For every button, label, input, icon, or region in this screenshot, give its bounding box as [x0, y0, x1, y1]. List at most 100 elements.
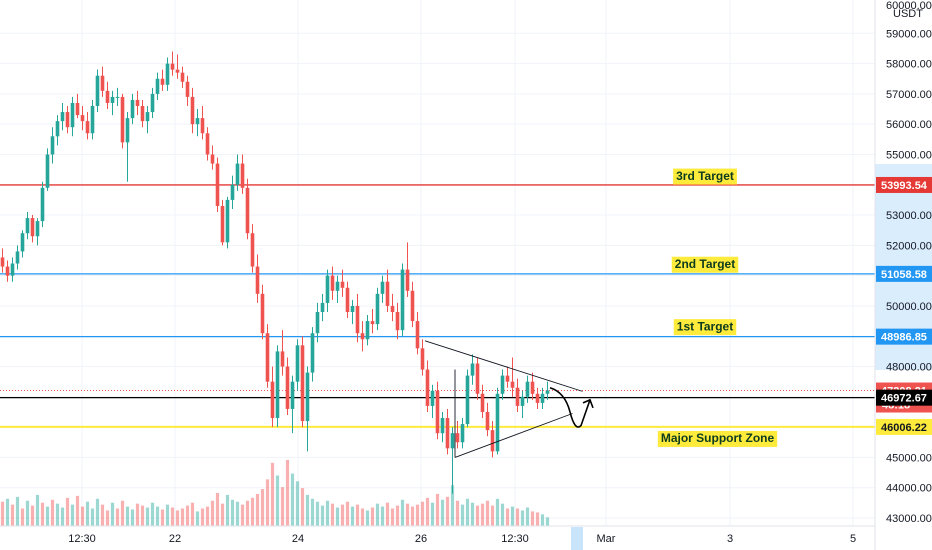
volume-bar	[545, 517, 550, 526]
candle-body	[360, 333, 365, 340]
volume-bar	[270, 462, 275, 526]
candle-body	[210, 154, 215, 164]
volume-bar	[455, 500, 460, 526]
volume-bar	[70, 504, 75, 526]
price-badge-3rd-target-text: 53993.54	[881, 180, 928, 192]
candle-body	[50, 136, 55, 155]
candle-body	[510, 381, 515, 388]
volume-bar	[325, 500, 330, 526]
candle-body	[470, 363, 475, 376]
candle-body	[345, 287, 350, 312]
volume-bar	[370, 507, 375, 526]
annotation-background	[673, 319, 737, 336]
volume-bar	[390, 508, 395, 526]
volume-bar	[145, 507, 150, 526]
volume-bar	[315, 501, 320, 526]
candle-body	[220, 205, 225, 243]
chart-background[interactable]	[0, 0, 875, 526]
volume-bar	[170, 507, 175, 526]
time-tick-label: 26	[415, 533, 427, 545]
price-badge-2nd-target-background	[876, 265, 932, 282]
candle-body	[75, 102, 80, 116]
price-axis[interactable]: 60000.00 USDT 59000.00 58000.00 57000.00 56…	[874, 0, 932, 550]
projection-path[interactable]	[549, 386, 591, 428]
volume-bar	[475, 505, 480, 526]
candle-body	[70, 102, 75, 128]
volume-bar	[95, 498, 100, 526]
time-tick-label: 12:30	[68, 533, 96, 545]
annotation-label[interactable]: Major Support Zone	[657, 430, 778, 447]
annotation-label[interactable]: 1st Target	[673, 319, 737, 336]
volume-bar	[415, 504, 420, 526]
price-tick-label: 52000.00	[886, 240, 932, 252]
candle-body	[25, 218, 30, 234]
volume-bars	[0, 459, 550, 526]
candle-body	[295, 345, 300, 382]
volume-bar	[480, 503, 485, 526]
candle-body	[335, 281, 340, 291]
candle-body	[445, 418, 450, 449]
volume-bar	[115, 508, 120, 526]
candle-body	[460, 424, 465, 443]
price-badge-2nd-target-text: 51058.58	[881, 269, 927, 281]
triangle-upper-trendline[interactable]	[424, 340, 583, 392]
candle-body	[290, 381, 295, 409]
annotation-label[interactable]: 2nd Target	[671, 256, 739, 273]
volume-bar	[35, 494, 40, 526]
volume-bar	[225, 494, 230, 526]
volume-bar	[65, 497, 70, 526]
volume-bar	[0, 501, 5, 526]
candle-body	[120, 96, 125, 143]
candle-body	[165, 63, 170, 85]
volume-bar	[230, 499, 235, 526]
candle-body	[305, 372, 310, 422]
candle-body	[540, 393, 545, 403]
candle-body	[380, 281, 385, 294]
volume-bar	[400, 499, 405, 526]
candle-body	[170, 63, 175, 70]
price-tick-label: 53000.00	[886, 210, 932, 222]
candle-body	[430, 390, 435, 406]
candle-body	[235, 163, 240, 185]
candle-body	[370, 321, 375, 325]
volume-bar	[125, 506, 130, 526]
price-tick-label: 57000.00	[886, 89, 932, 101]
time-axis[interactable]: 12:30 22 24 26 12:30 Mar 3 5	[0, 525, 875, 550]
candle-body	[485, 411, 490, 431]
price-tick-label: 59000.00	[886, 28, 932, 40]
volume-bar	[150, 502, 155, 526]
volume-bar	[105, 510, 110, 526]
candle-body	[535, 393, 540, 403]
volume-bar	[540, 514, 545, 526]
candle-body	[5, 266, 10, 276]
chart-pane[interactable]	[0, 0, 875, 526]
annotation-background	[673, 168, 737, 185]
annotation-label[interactable]: 3rd Target	[673, 168, 737, 185]
candle-body	[310, 333, 315, 373]
drawings[interactable]	[424, 340, 594, 458]
volume-bar	[25, 500, 30, 526]
candle-body	[320, 302, 325, 312]
candle-body	[435, 390, 440, 434]
candle-body	[185, 81, 190, 97]
triangle-lower-trendline[interactable]	[454, 413, 573, 458]
time-tick-label: 12:30	[501, 533, 529, 545]
volume-bar	[130, 509, 135, 526]
annotation-text: 1st Target	[677, 319, 733, 333]
currency-label[interactable]: USDT	[893, 8, 923, 20]
volume-bar	[140, 505, 145, 526]
annotation-text: 3rd Target	[676, 169, 734, 183]
volume-bar	[185, 505, 190, 526]
volume-bar	[305, 494, 310, 526]
candle-body	[330, 275, 335, 291]
volume-bar	[355, 504, 360, 526]
volume-bar	[155, 506, 160, 526]
price-tick-label: 44000.00	[886, 483, 932, 495]
annotations[interactable]: 3rd Target 2nd Target 1st Target Major Supp…	[657, 168, 778, 447]
annotation-background	[657, 430, 778, 447]
price-badge-current-top-text: 46972.67	[881, 393, 927, 405]
candle-body	[135, 99, 140, 106]
volume-bar	[295, 481, 300, 526]
candle-body	[20, 233, 25, 252]
